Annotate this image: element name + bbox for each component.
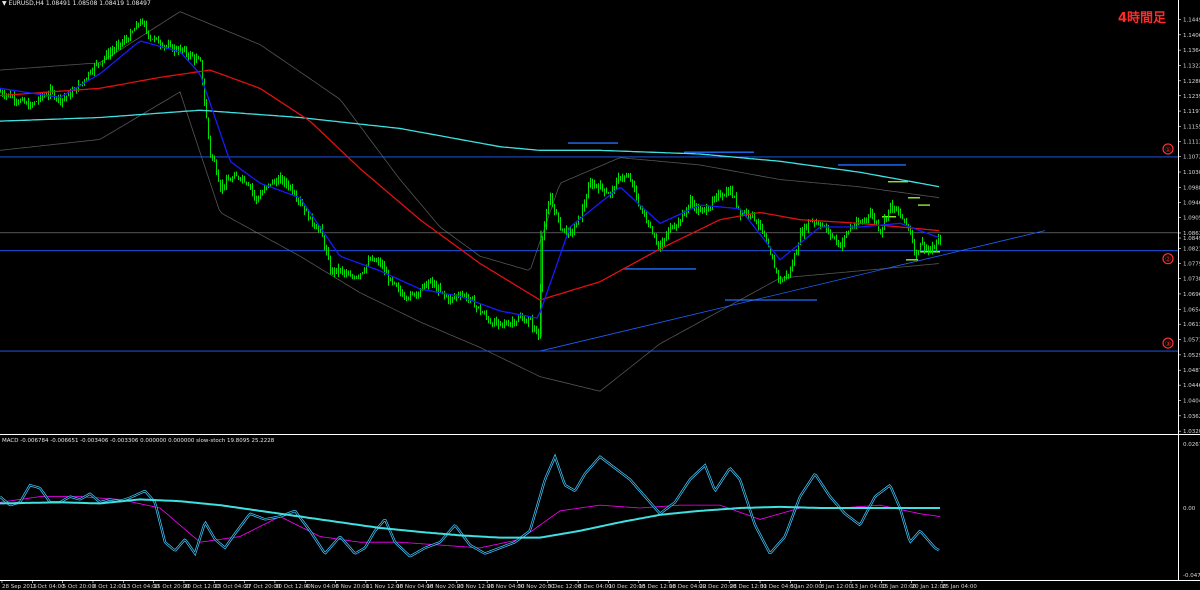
price-tick-label: 1.10726 <box>1183 155 1200 161</box>
time-tick-label: 6 Nov 20:00 <box>336 584 370 590</box>
level-marker-circle-3 <box>1162 337 1174 349</box>
price-tick-label: 1.09886 <box>1183 185 1200 191</box>
ma-fast-line <box>0 40 940 319</box>
time-tick-label: 11 Nov 12:00 <box>366 584 404 590</box>
price-tick-label: 1.08636 <box>1183 231 1200 237</box>
price-tick-label: 1.09056 <box>1183 216 1200 222</box>
time-tick-label: 5 Oct 20:00 <box>63 584 96 590</box>
indicator-header: MACD -0.006784 -0.006651 -0.003406 -0.00… <box>2 438 275 444</box>
price-tick-label: 1.08216 <box>1183 246 1200 252</box>
time-tick-label: 31 Dec 04:00 <box>760 584 797 590</box>
price-tick-label: 1.14066 <box>1183 33 1200 39</box>
time-tick-label: 3 Dec 12:00 <box>548 584 582 590</box>
time-tick-label: 13 Jan 04:00 <box>851 584 886 590</box>
ma-mid-line <box>0 69 940 301</box>
price-tick-label: 1.14491 <box>1183 17 1200 23</box>
time-tick-label: 4 Nov 04:00 <box>305 584 339 590</box>
candles <box>0 18 941 341</box>
price-axis: 1.14491 1.14066 1.13646 1.13226 1.12806 1.123… <box>1178 17 1200 435</box>
price-tick-label: 1.03626 <box>1183 414 1200 420</box>
price-tick-label: 1.04046 <box>1183 398 1200 404</box>
level-markers: ① ② ③ <box>1162 143 1174 349</box>
price-tick-label: 1.09466 <box>1183 201 1200 207</box>
time-tick-label: 8 Dec 04:00 <box>578 584 612 590</box>
price-tick-label: 1.05716 <box>1183 338 1200 344</box>
time-tick-label: 30 Oct 12:00 <box>275 584 311 590</box>
time-tick-label: 15 Dec 12:00 <box>639 584 676 590</box>
time-tick-label: 1 Oct 04:00 <box>32 584 65 590</box>
level-marker-circle-2 <box>1162 253 1174 265</box>
indicator-tick-label: 0.0267723 <box>1183 442 1200 448</box>
price-tick-label: 1.11976 <box>1183 109 1200 115</box>
ma-slow-line <box>0 109 940 188</box>
stoch-main-outer <box>0 453 940 558</box>
stoch-main-inner <box>0 455 940 557</box>
timeframe-label: 4時間足 <box>1118 11 1167 26</box>
price-tick-label: 1.06546 <box>1183 307 1200 313</box>
price-tick-label: 1.11556 <box>1183 124 1200 130</box>
indicator-tick-label: -0.0472527 <box>1183 573 1200 579</box>
time-tick-label: 28 Sep 2015 <box>2 584 37 590</box>
time-tick-label: 8 Jan 12:00 <box>821 584 853 590</box>
time-tick-label: 23 Oct 04:00 <box>214 584 250 590</box>
price-tick-label: 1.11136 <box>1183 140 1200 146</box>
time-tick-label: 16 Nov 04:00 <box>396 584 434 590</box>
time-tick-label: 20 Jan 12:00 <box>912 584 947 590</box>
time-tick-label: 27 Oct 20:00 <box>245 584 281 590</box>
time-tick-label: 30 Nov 20:00 <box>517 584 555 590</box>
time-tick-label: 23 Nov 12:00 <box>457 584 495 590</box>
indicator-axis: 0.0267723 0.00 -0.0472527 <box>1183 442 1200 579</box>
level-marker-label-1: ① <box>1165 146 1171 154</box>
stoch-signal-line <box>0 496 941 549</box>
time-tick-label: 18 Dec 04:00 <box>669 584 706 590</box>
level-marker-circle-1 <box>1162 143 1174 155</box>
price-tick-label: 1.12396 <box>1183 94 1200 100</box>
price-tick-label: 1.07796 <box>1183 262 1200 268</box>
price-tick-label: 1.06136 <box>1183 322 1200 328</box>
time-tick-label: 5 Jan 20:00 <box>790 584 822 590</box>
envelope-upper <box>0 11 940 271</box>
price-tick-label: 1.13226 <box>1183 63 1200 69</box>
time-tick-label: 13 Oct 04:00 <box>123 584 159 590</box>
time-tick-label: 10 Dec 20:00 <box>608 584 645 590</box>
time-tick-label: 22 Dec 20:00 <box>699 584 736 590</box>
symbol-header: ▼ EURUSD,H4 1.08491 1.08508 1.08419 1.08… <box>2 0 151 7</box>
envelope-lower <box>0 91 940 392</box>
level-marker-label-3: ③ <box>1165 340 1171 348</box>
price-tick-label: 1.07386 <box>1183 277 1200 283</box>
price-tick-label: 1.08497 <box>1183 236 1200 242</box>
time-tick-label: 8 Oct 12:00 <box>93 584 126 590</box>
time-tick-label: 26 Nov 04:00 <box>487 584 525 590</box>
macd-line <box>0 498 940 539</box>
indicator-tick-label: 0.00 <box>1183 506 1196 512</box>
main-pane <box>0 0 1178 434</box>
time-tick-label: 25 Jan 04:00 <box>942 584 977 590</box>
moving-averages <box>0 40 940 319</box>
time-tick-label: 28 Dec 12:00 <box>730 584 767 590</box>
bollinger-envelope <box>0 11 940 392</box>
price-tick-label: 1.12806 <box>1183 79 1200 85</box>
support-resistance-marks <box>568 142 940 301</box>
time-tick-label: 20 Oct 12:00 <box>184 584 220 590</box>
price-tick-label: 1.04466 <box>1183 383 1200 389</box>
price-tick-label: 1.05296 <box>1183 353 1200 359</box>
indicator-lines <box>0 453 941 558</box>
time-tick-label: 15 Jan 20:00 <box>881 584 916 590</box>
price-tick-label: 1.13646 <box>1183 48 1200 54</box>
price-tick-label: 1.10306 <box>1183 170 1200 176</box>
horizontal-levels <box>0 156 1178 352</box>
symbol-line: EURUSD,H4 1.08491 1.08508 1.08419 1.0849… <box>8 0 151 7</box>
price-tick-label: 1.04876 <box>1183 368 1200 374</box>
time-tick-label: 18 Nov 20:00 <box>427 584 465 590</box>
price-tick-label: 1.03206 <box>1183 429 1200 435</box>
level-marker-label-2: ② <box>1165 256 1171 264</box>
trendline <box>539 230 1046 352</box>
time-tick-label: 15 Oct 20:00 <box>154 584 190 590</box>
price-tick-label: 1.06966 <box>1183 292 1200 298</box>
